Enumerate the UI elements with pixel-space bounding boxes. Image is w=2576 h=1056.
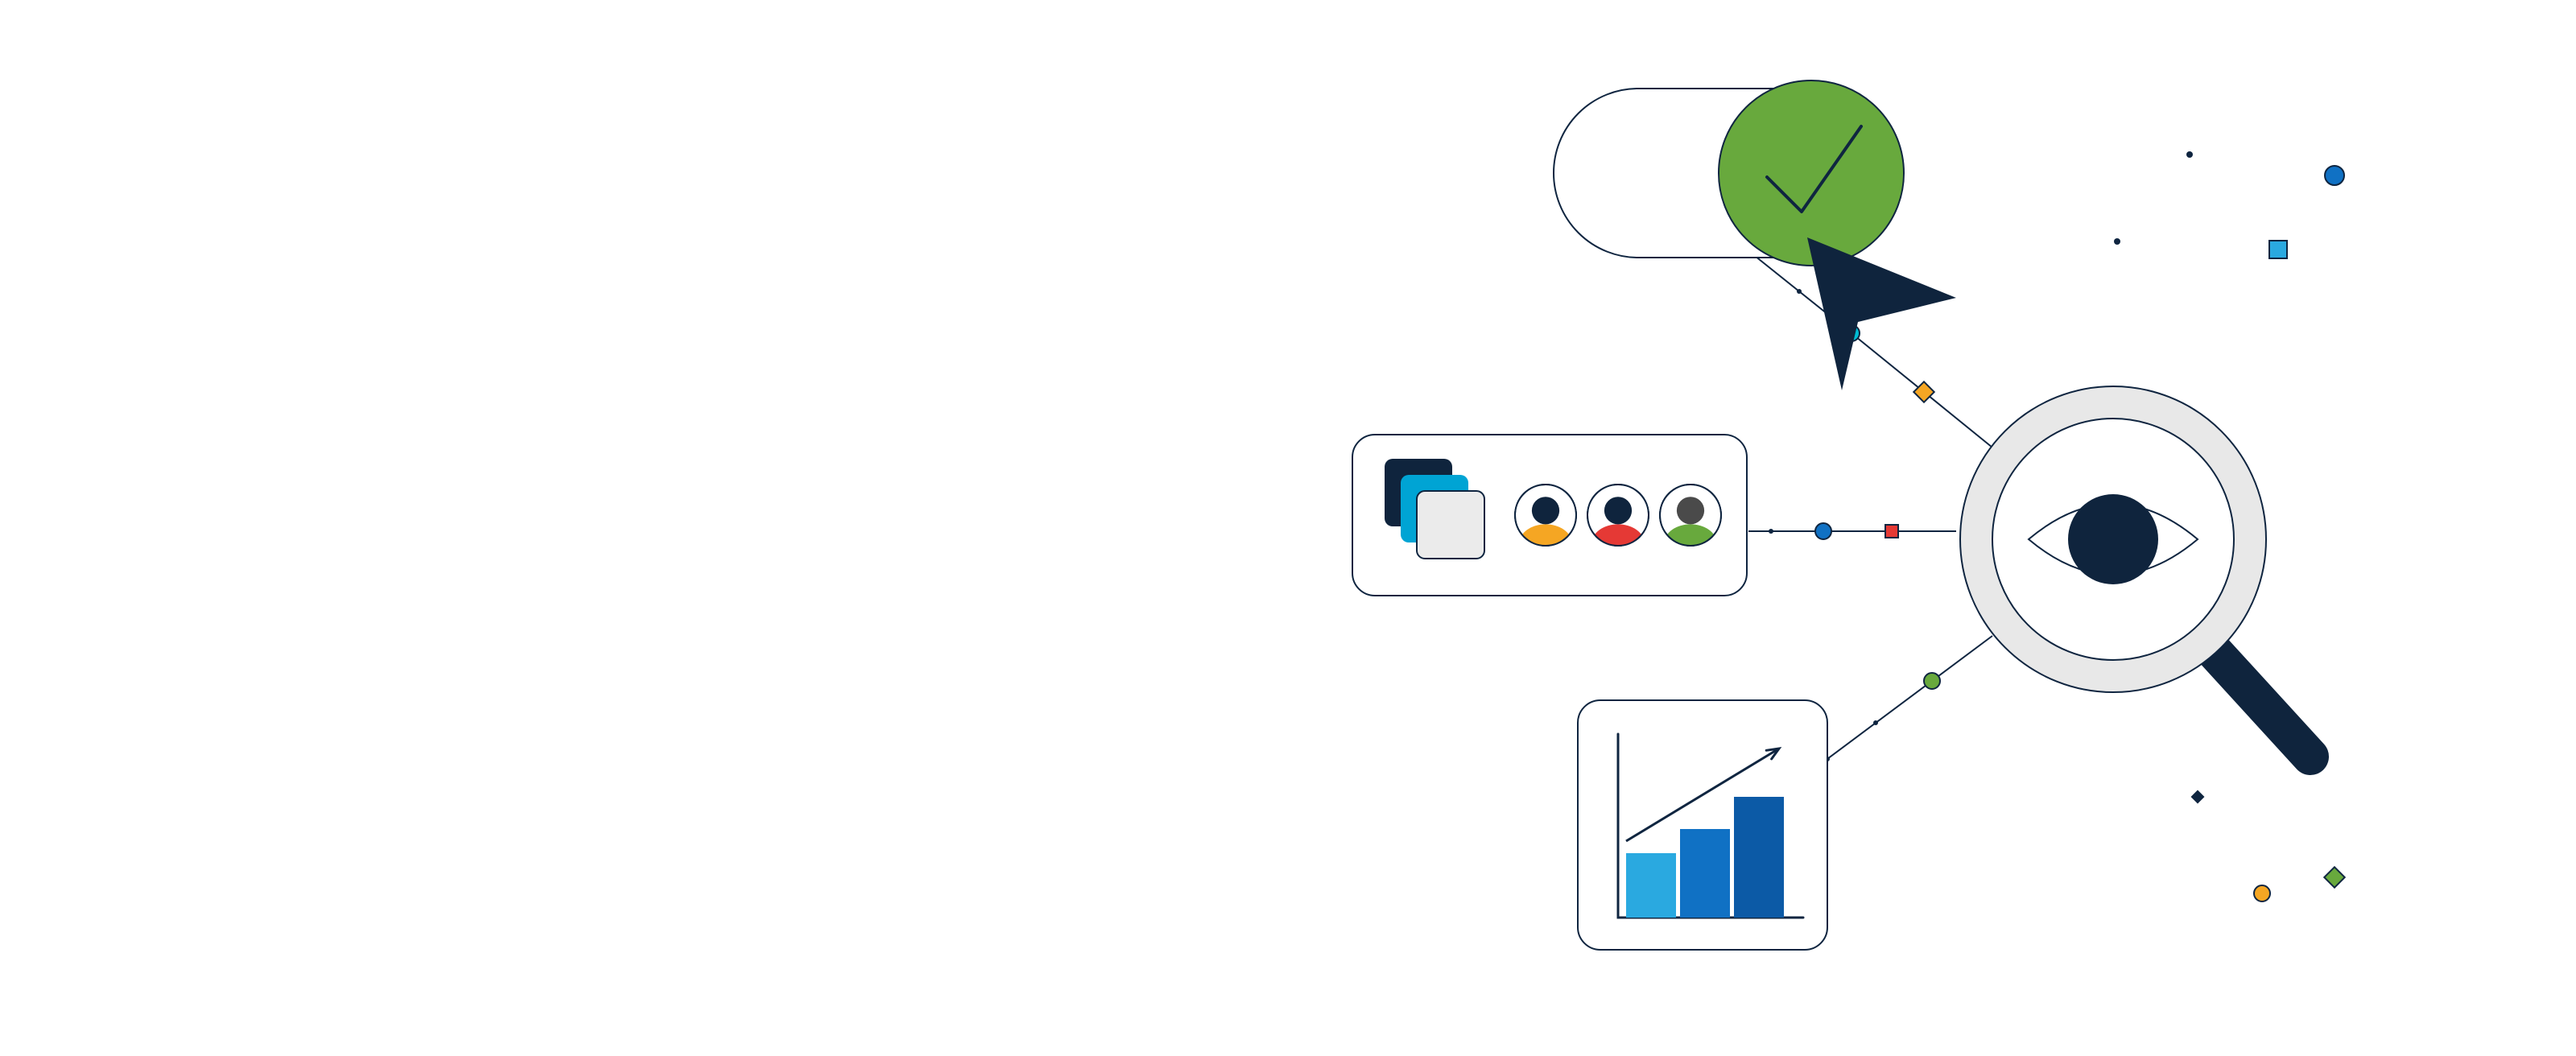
chart-bar-2 [1734, 797, 1784, 918]
magnifier-eye-icon [1960, 386, 2310, 757]
card-stack-2 [1417, 491, 1484, 559]
decor-0 [2186, 151, 2193, 158]
toggle-switch-icon [1554, 80, 1956, 390]
decor-4 [2192, 791, 2203, 802]
people-card [1352, 435, 1747, 596]
decor-3 [2114, 238, 2120, 245]
decor-2 [2269, 241, 2287, 258]
bar-chart-card [1578, 700, 1827, 950]
decor-5 [2254, 885, 2270, 901]
toggle-knob [1719, 80, 1904, 266]
connector-to-people [1748, 523, 1956, 539]
eye-pupil-icon [2068, 494, 2158, 584]
decor-6 [2324, 867, 2344, 887]
decor-1 [2325, 166, 2344, 185]
magnifier-handle [2207, 644, 2310, 757]
cursor-arrow-icon [1807, 237, 1956, 390]
chart-bar-0 [1626, 853, 1676, 918]
chart-bar-1 [1680, 829, 1730, 918]
infographic-illustration [0, 0, 2576, 1056]
